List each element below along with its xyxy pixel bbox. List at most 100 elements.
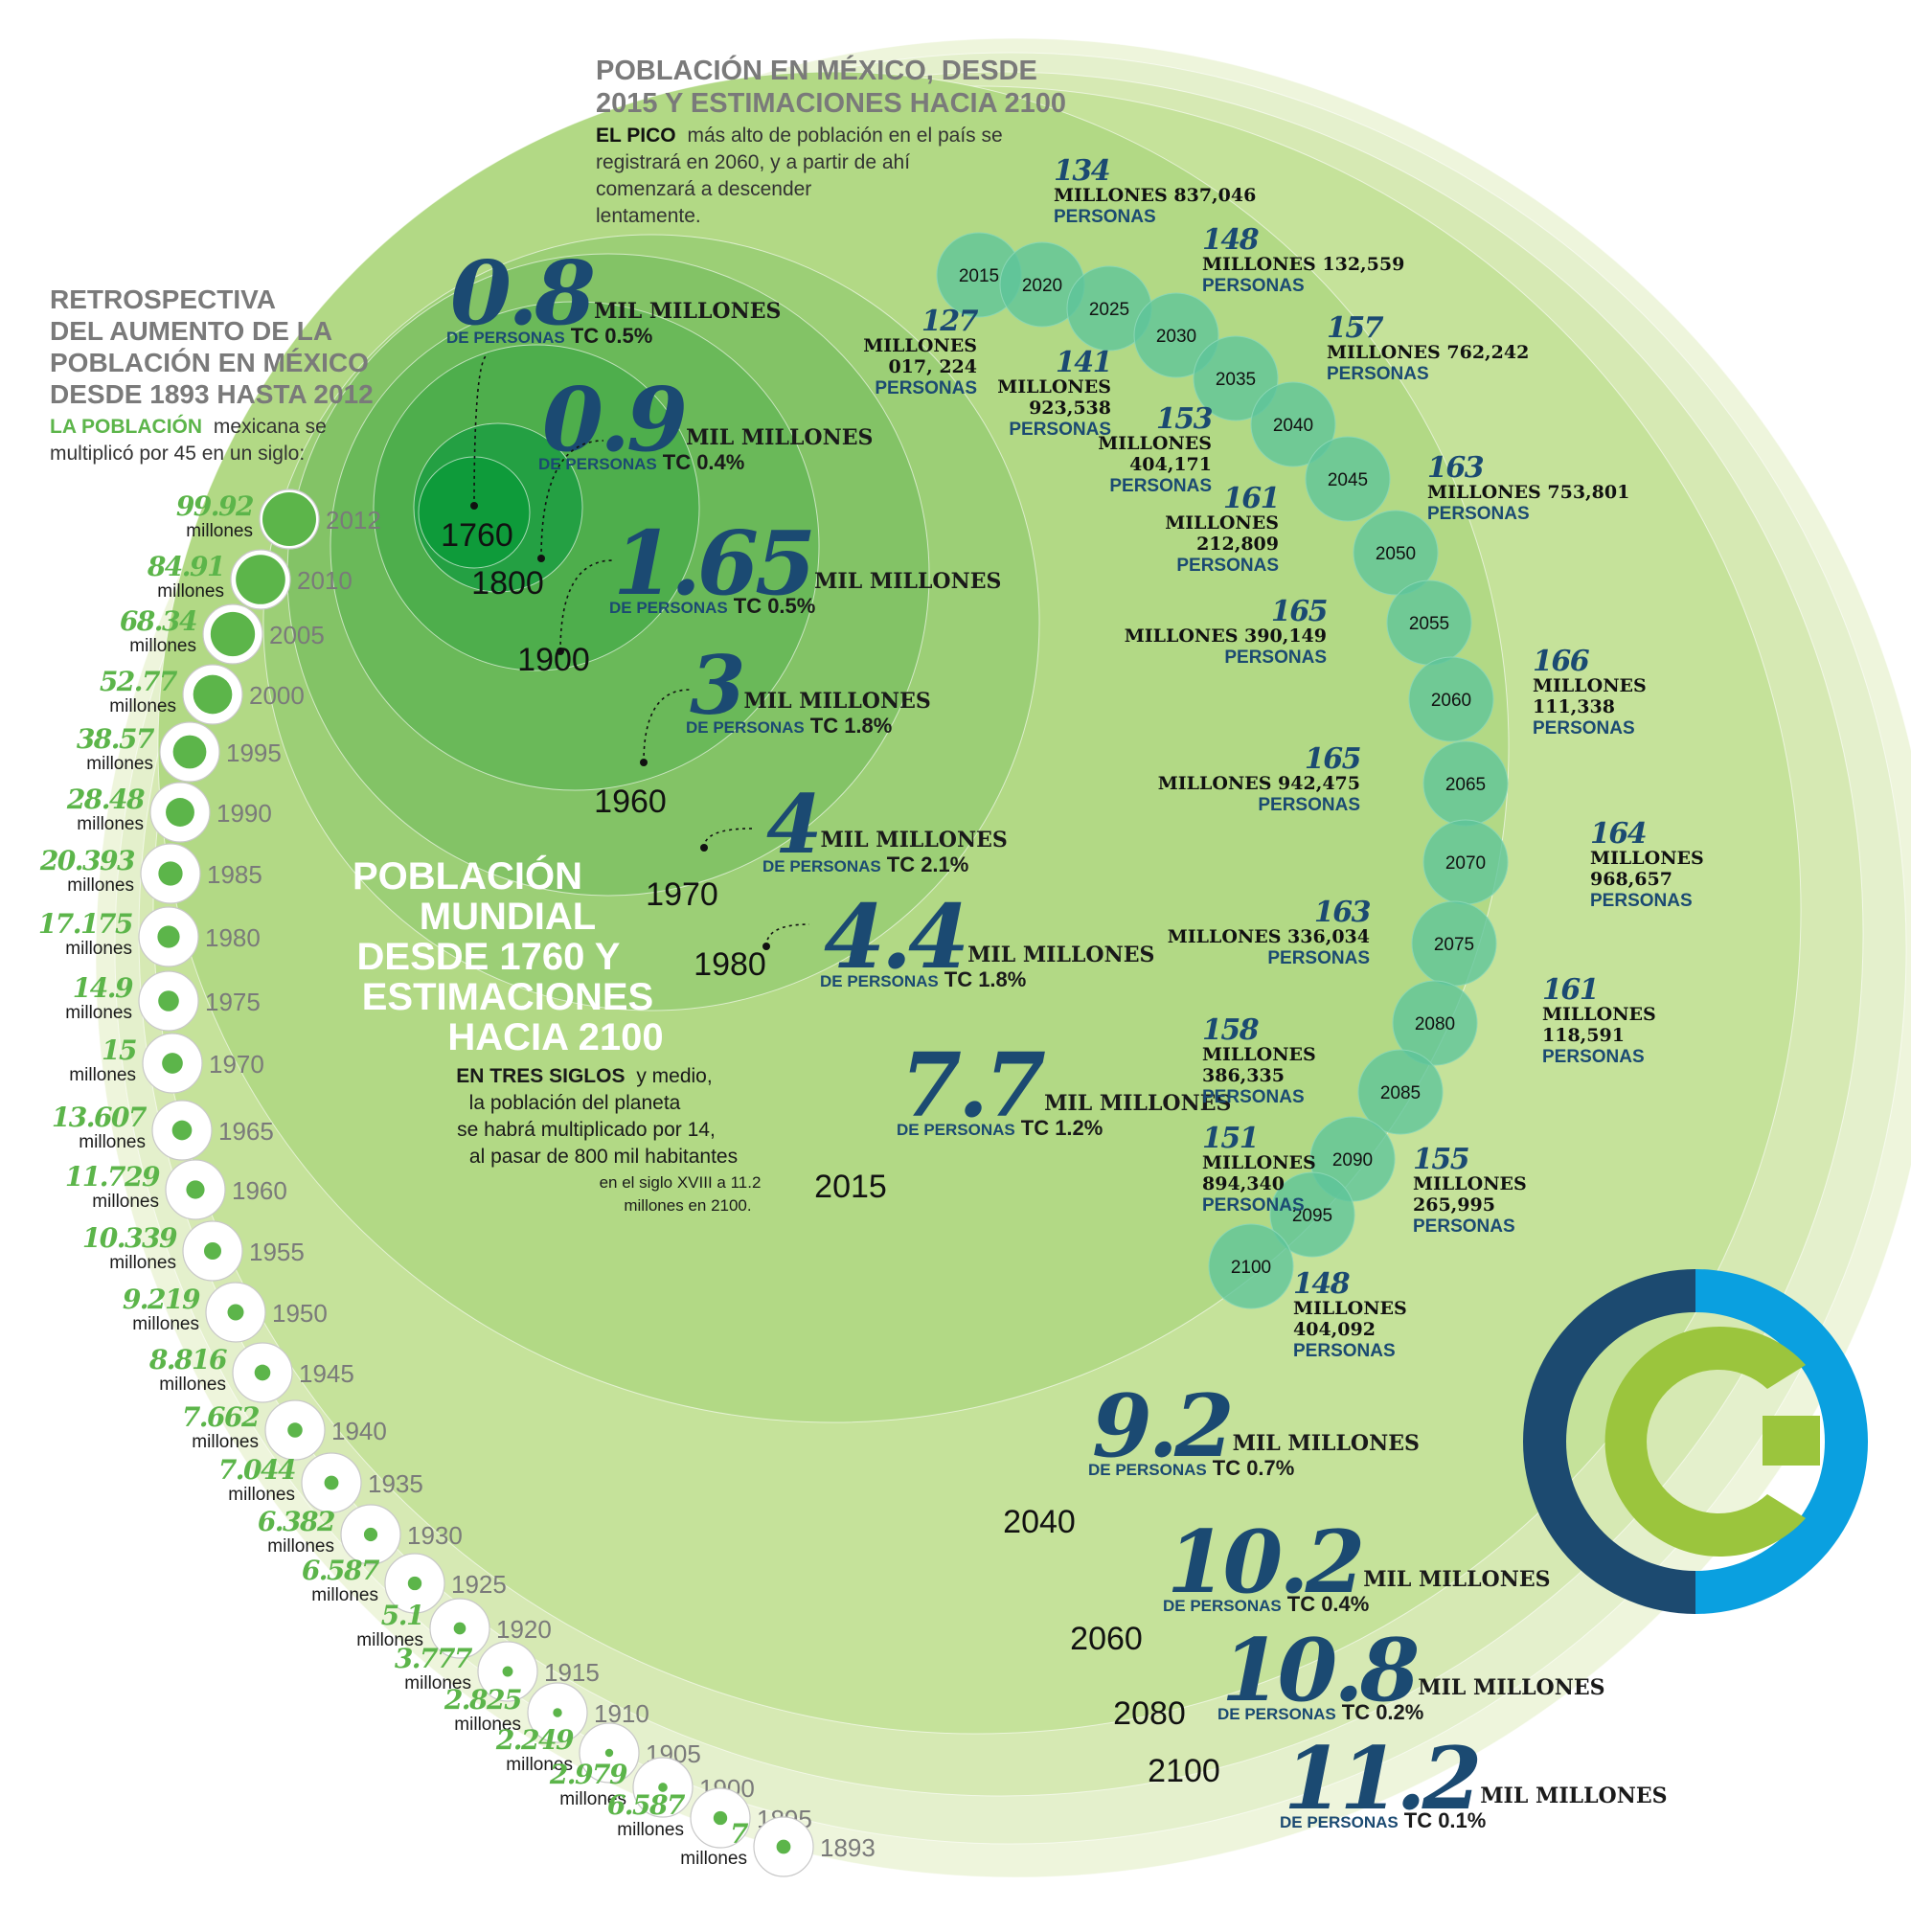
world-title-line: ESTIMACIONES (362, 976, 653, 1018)
history-bubble (254, 1364, 271, 1381)
projection-bubble (1250, 381, 1336, 467)
history-bubble (236, 555, 285, 604)
logo-ring-left (1523, 1269, 1695, 1614)
projection-detail: PERSONAS (1427, 504, 1530, 524)
history-value: 5.1 (381, 1600, 423, 1631)
persons-text: DE PERSONAS (1088, 1461, 1207, 1479)
mexico-history-subtitle: LA POBLACIÓN mexicana se multiplicó por … (50, 415, 327, 465)
world-persons-label: DE PERSONAS TC 2.1% (762, 852, 968, 876)
history-bubble (287, 1422, 303, 1438)
projection-year: 2085 (1380, 1083, 1421, 1103)
history-bubble (453, 1622, 466, 1635)
history-bubble (210, 611, 256, 657)
history-value: 15 (102, 1034, 136, 1066)
history-bubble (158, 990, 179, 1011)
leader-line (643, 689, 691, 763)
world-value: 10.2 (1167, 1512, 1362, 1613)
history-unit: millones (157, 581, 224, 602)
world-unit-label: MIL MILLONES (594, 299, 781, 324)
world-value: 4.4 (824, 885, 966, 989)
world-year-label: 2015 (814, 1169, 887, 1205)
history-bubble (502, 1666, 513, 1677)
history-unit: millones (356, 1630, 423, 1650)
projection-detail: PERSONAS (1009, 420, 1111, 440)
history-value: 2.979 (549, 1759, 627, 1790)
projection-bubble (1408, 656, 1494, 742)
history-unit: millones (79, 1132, 146, 1152)
publisher-logo (1523, 1269, 1868, 1614)
world-population-bubbles (95, 37, 1911, 1878)
world-value: 0.8 (450, 241, 594, 345)
history-year: 1940 (331, 1417, 387, 1445)
world-unit-label: MIL MILLONES (814, 569, 1001, 594)
projection-detail: MILLONES (1533, 675, 1647, 696)
history-bubble (172, 735, 207, 769)
projection-year: 2080 (1415, 1014, 1455, 1034)
world-year-label: 1970 (646, 876, 718, 913)
projection-body-lead: EL PICO (596, 125, 676, 147)
world-value: 9.2 (1092, 1375, 1231, 1477)
projection-detail: 404,171 (1129, 454, 1212, 475)
history-bubble (324, 1475, 339, 1490)
projection-detail: PERSONAS (1202, 1195, 1305, 1216)
history-unit: millones (132, 1314, 199, 1334)
projection-detail: 894,340 (1202, 1173, 1285, 1194)
projection-bubble (1357, 1049, 1444, 1135)
world-value: 10.8 (1221, 1620, 1419, 1721)
projection-body-line: lentamente. (596, 205, 701, 227)
logo-c-bar (1763, 1416, 1820, 1466)
history-value: 10.339 (82, 1222, 177, 1254)
persons-text: DE PERSONAS (1217, 1705, 1336, 1723)
projection-detail: MILLONES 762,242 (1327, 342, 1529, 363)
mexico-history-bubbles: 201299.92millones201084.91millones200568… (38, 489, 876, 1877)
history-value: 14.9 (73, 972, 133, 1004)
projection-value: 165 (1305, 742, 1361, 776)
history-unit: millones (186, 521, 253, 541)
logo-c-shape (1604, 1327, 1806, 1557)
world-year-labels: 1760 1800 1900 1960 1970 1980 2015 2040 2060 2080… (441, 517, 1220, 1789)
history-value: 8.816 (148, 1344, 227, 1375)
projection-detail: PERSONAS (1202, 276, 1305, 296)
history-year: 1965 (218, 1117, 274, 1146)
growth-rate: TC 1.8% (810, 714, 893, 738)
projection-detail: MILLONES (1165, 512, 1279, 534)
history-subtitle-text: mexicana se (214, 416, 327, 438)
projection-detail: PERSONAS (875, 378, 977, 398)
history-unit: millones (109, 696, 176, 716)
persons-text: DE PERSONAS (897, 1121, 1015, 1139)
history-year: 2012 (326, 506, 381, 534)
growth-rate: TC 0.5% (571, 324, 653, 348)
history-unit: millones (559, 1789, 626, 1809)
projection-year: 2065 (1445, 775, 1486, 795)
projection-body-line: registrará en 2060, y a partir de ahí (596, 151, 910, 173)
projection-year: 2030 (1156, 327, 1196, 347)
world-unit-label: MIL MILLONES (1233, 1431, 1420, 1456)
projection-body-text: más alto de población en el país se (687, 125, 1002, 147)
growth-rate: TC 0.4% (663, 450, 745, 474)
world-year-label: 1760 (441, 517, 513, 554)
history-title-line: DESDE 1893 HASTA 2012 (50, 379, 374, 409)
projection-bubble (1208, 1223, 1294, 1309)
history-value: 52.77 (100, 666, 178, 697)
projection-value: 155 (1413, 1143, 1469, 1176)
history-bubble (162, 1053, 183, 1074)
projection-title-line: POBLACIÓN EN MÉXICO, DESDE (596, 54, 1037, 86)
history-value: 6.382 (258, 1506, 335, 1537)
world-unit-label: MIL MILLONES (1480, 1784, 1667, 1808)
projection-bubble (1353, 510, 1439, 596)
projection-year: 2095 (1292, 1206, 1332, 1226)
history-unit: millones (404, 1673, 471, 1693)
projection-detail: MILLONES (1293, 1298, 1407, 1319)
projection-detail: PERSONAS (1542, 1047, 1645, 1067)
mexico-projection-bubbles: 2015 2020 2025 2030 2035 2040 2045 2050 2055 2060… (936, 232, 1509, 1309)
projection-year: 2100 (1231, 1258, 1271, 1278)
history-year: 1893 (820, 1833, 876, 1862)
world-value: 0.9 (542, 368, 686, 471)
history-unit: millones (454, 1715, 521, 1735)
projection-value: 127 (921, 305, 979, 338)
history-year: 1950 (272, 1299, 328, 1328)
projection-year: 2090 (1332, 1150, 1373, 1171)
world-body-line: en el siglo XVIII a 11.2 (600, 1173, 762, 1192)
world-persons-label: DE PERSONAS TC 0.2% (1217, 1700, 1423, 1724)
